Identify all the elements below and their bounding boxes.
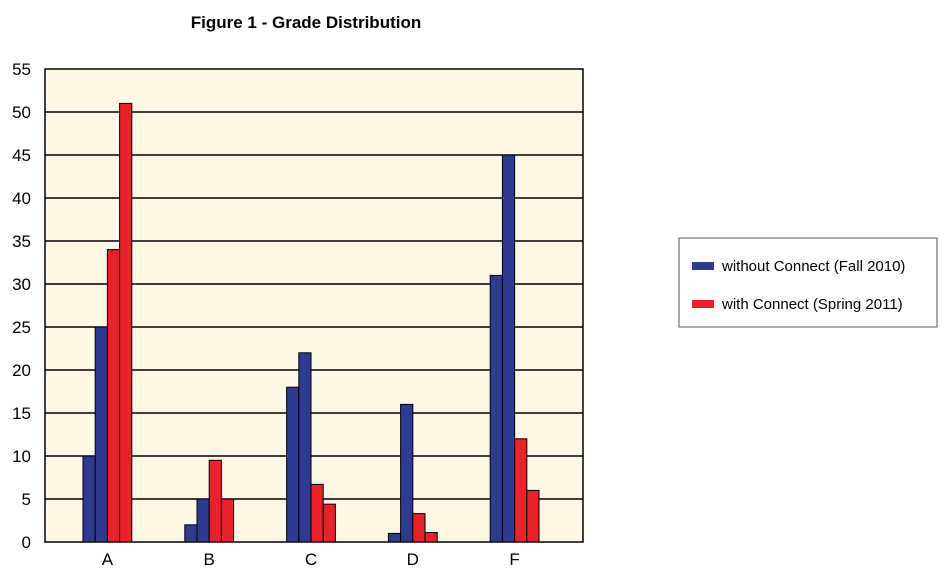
y-tick-label: 20 (12, 361, 31, 380)
bar-d-series-1 (400, 403, 414, 543)
y-tick-label: 35 (12, 232, 31, 251)
bar-b-series-2 (220, 498, 235, 543)
bar-f-series-1 (489, 274, 503, 543)
x-category-label: B (204, 550, 215, 569)
chart-title: Figure 1 - Grade Distribution (191, 13, 421, 32)
legend-label-without-connect: without Connect (Fall 2010) (721, 258, 905, 275)
y-tick-label: 45 (12, 146, 31, 165)
bars (82, 102, 540, 543)
x-category-label: D (407, 550, 419, 569)
bar-d-series-1 (387, 532, 402, 543)
y-tick-label: 40 (12, 189, 31, 208)
bar-f-series-2 (514, 438, 528, 543)
legend: without Connect (Fall 2010) with Connect… (678, 237, 938, 328)
bar-a-series-1 (82, 455, 96, 543)
bar-a-series-1 (94, 326, 108, 543)
y-tick-label: 30 (12, 275, 31, 294)
bar-f-series-1 (501, 154, 516, 543)
bar-a-series-2 (106, 249, 121, 543)
bar-a-series-2 (119, 102, 133, 543)
y-tick-label: 55 (12, 60, 31, 79)
legend-swatch-with-connect (692, 300, 714, 308)
bar-b-series-2 (208, 459, 222, 543)
bar-c-series-1 (286, 386, 300, 543)
y-tick-label: 25 (12, 318, 31, 337)
legend-box (678, 237, 938, 328)
y-tick-label: 50 (12, 103, 31, 122)
x-category-label: C (305, 550, 317, 569)
bar-f-series-2 (526, 489, 540, 543)
y-tick-label: 0 (22, 533, 31, 552)
bar-c-series-1 (298, 352, 312, 543)
legend-swatch-without-connect (692, 262, 714, 270)
y-tick-label: 15 (12, 404, 31, 423)
y-tick-label: 5 (22, 490, 31, 509)
bar-b-series-1 (184, 524, 198, 543)
bar-c-series-2 (310, 483, 324, 543)
x-category-label: A (102, 550, 114, 569)
bar-d-series-2 (424, 532, 438, 543)
x-category-label: F (509, 550, 519, 569)
bar-d-series-2 (412, 513, 426, 543)
y-axis-tick-labels: 0 5 10 15 20 25 30 35 40 45 50 55 (12, 60, 31, 552)
y-tick-label: 10 (12, 447, 31, 466)
bar-c-series-2 (322, 503, 336, 543)
bar-b-series-1 (196, 498, 210, 543)
legend-label-with-connect: with Connect (Spring 2011) (721, 296, 903, 313)
